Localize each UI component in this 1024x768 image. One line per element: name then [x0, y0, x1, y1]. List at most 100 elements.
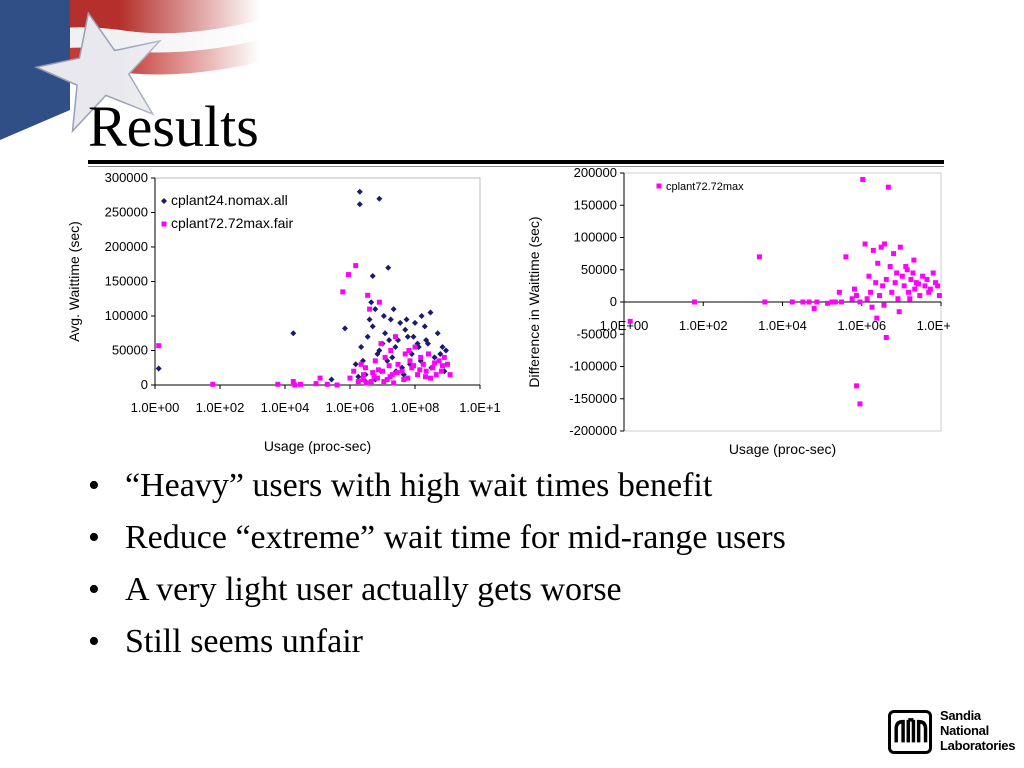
data-point: [385, 264, 392, 271]
data-point: [904, 267, 910, 273]
data-point: [443, 347, 450, 354]
data-point: [394, 370, 400, 376]
data-point: [395, 361, 401, 367]
data-point: [447, 372, 453, 378]
data-point: [911, 257, 917, 263]
data-point: [857, 401, 863, 407]
data-point: [360, 376, 366, 382]
data-point: [384, 376, 390, 382]
data-point: [392, 334, 398, 340]
data-point: [380, 368, 385, 374]
title-rule: [88, 160, 944, 164]
data-point: [899, 273, 905, 279]
data-point: [290, 330, 297, 337]
data-point: [402, 326, 409, 333]
data-point: [896, 309, 902, 315]
data-point: [935, 283, 941, 289]
y-tick-label: 250000: [105, 205, 148, 220]
data-point: [358, 344, 365, 351]
flag-decoration: [0, 0, 260, 140]
y-tick-label: 0: [610, 294, 617, 309]
data-point: [399, 368, 405, 374]
bullet-dot: •: [88, 571, 100, 608]
y-tick-label: -100000: [569, 359, 617, 374]
data-point: [418, 354, 424, 360]
logo-line: Sandia: [940, 708, 981, 723]
legend-marker: [656, 183, 662, 189]
bullet-item: • Still seems unfair: [88, 618, 786, 670]
data-point: [439, 344, 446, 351]
y-tick-label: 200000: [574, 165, 617, 180]
data-point: [789, 299, 795, 305]
data-point: [358, 361, 364, 367]
data-point: [866, 273, 872, 279]
data-point: [843, 254, 849, 260]
data-point: [420, 361, 426, 367]
data-point: [870, 247, 876, 253]
data-point: [292, 382, 298, 388]
data-point: [410, 333, 417, 340]
data-point: [762, 299, 768, 305]
data-point: [441, 354, 447, 360]
data-point: [368, 299, 375, 306]
data-point: [352, 361, 359, 368]
data-point: [386, 363, 392, 369]
data-point: [371, 374, 377, 380]
data-point: [885, 184, 891, 190]
data-point: [422, 374, 428, 380]
data-point: [926, 289, 932, 295]
y-axis-title: Avg. Waittime (sec): [66, 221, 82, 342]
legend-label: cplant24.nomax.all: [171, 192, 288, 208]
y-axis-title: Difference in Waittime (sec): [526, 216, 542, 387]
data-point: [912, 286, 918, 292]
legend-marker: [161, 198, 167, 204]
data-point: [346, 272, 352, 278]
data-point: [155, 365, 162, 372]
data-point: [436, 358, 442, 364]
data-point: [933, 280, 939, 286]
data-point: [627, 318, 633, 324]
data-point: [806, 299, 812, 305]
data-point: [854, 293, 860, 299]
data-point: [364, 333, 371, 340]
data-point: [433, 372, 439, 378]
data-point: [401, 376, 407, 382]
data-point: [857, 299, 863, 305]
data-point: [407, 358, 413, 364]
data-point: [412, 319, 418, 326]
x-tick-label: 1.0E+00: [600, 318, 649, 333]
avg-waittime-chart: 0 50000 100000 150000 200000 250000 300000 1.0E…: [66, 170, 501, 454]
data-point: [370, 370, 376, 376]
avg-waittime-plot: 0 50000 100000 150000 200000 250000 300000 1.0E…: [66, 170, 501, 454]
data-point: [404, 333, 411, 340]
data-point: [324, 381, 330, 387]
x-tick-label: 1.0E+08: [917, 318, 950, 333]
data-point: [829, 299, 835, 305]
data-point: [811, 305, 817, 311]
data-point: [814, 299, 820, 305]
data-point: [437, 350, 444, 357]
data-point: [382, 354, 388, 360]
data-point: [432, 360, 438, 366]
x-tick-label: 1.0E+06: [326, 400, 375, 415]
data-point: [389, 354, 396, 361]
data-point: [355, 373, 362, 380]
data-point: [897, 244, 903, 250]
data-point: [895, 296, 901, 302]
data-point: [910, 270, 916, 276]
bullet-item: • Reduce “extreme” wait time for mid-rang…: [88, 514, 786, 566]
bullet-text: Reduce “extreme” wait time for mid-range…: [125, 519, 786, 556]
data-point: [351, 368, 357, 374]
y-tick-label: 50000: [581, 262, 617, 277]
data-point: [403, 316, 410, 323]
data-point: [423, 337, 430, 344]
data-point: [388, 348, 394, 353]
data-point: [275, 381, 281, 387]
data-point: [839, 299, 845, 305]
data-point: [353, 263, 359, 269]
data-point: [434, 330, 441, 337]
data-point: [438, 368, 444, 374]
data-point: [800, 299, 806, 305]
x-tick-label: 1.0E+06: [837, 318, 886, 333]
data-point: [878, 244, 884, 250]
